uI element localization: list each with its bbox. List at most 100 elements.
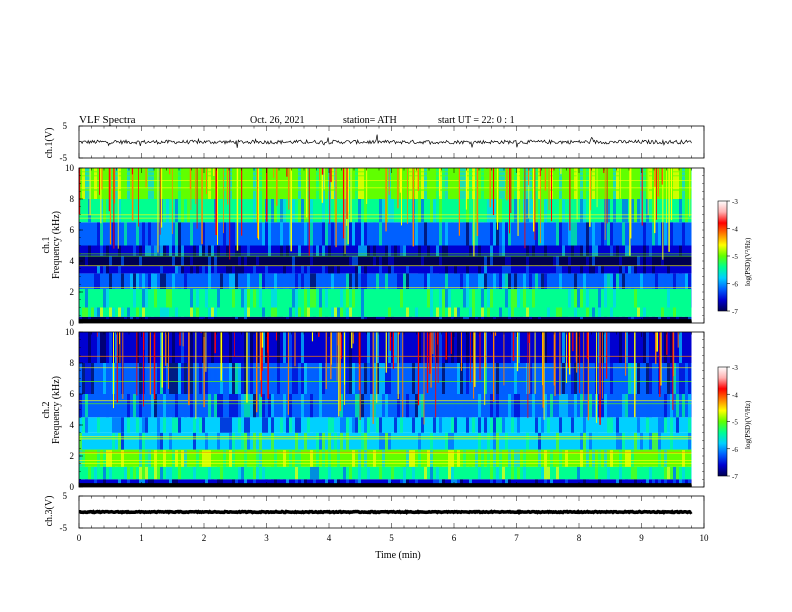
spectrogram-floor	[79, 319, 692, 323]
spectrogram-cell	[619, 332, 622, 363]
spectrogram-cell	[502, 245, 505, 257]
spectrogram-cell	[547, 245, 550, 257]
spectrogram-cell	[220, 256, 223, 266]
spectrogram-cell	[403, 449, 406, 467]
spectrogram-cell	[316, 449, 319, 467]
spectrogram-cell	[352, 363, 355, 394]
y-tick-label: -5	[60, 523, 68, 533]
spectrogram-cell	[403, 273, 406, 289]
spectrogram-cell	[406, 273, 409, 289]
spectrogram-cell	[379, 363, 382, 394]
spectrogram-cell	[421, 417, 424, 433]
spectrogram-cell	[307, 256, 310, 266]
spectrogram-cell	[163, 363, 166, 394]
spectrogram-cell	[388, 307, 391, 317]
spectrogram-cell	[175, 199, 178, 223]
x-tick-label: 9	[639, 533, 644, 543]
spectrogram-cell	[310, 168, 313, 199]
spectrogram-cell	[373, 363, 376, 394]
spectrogram-cell	[331, 417, 334, 433]
spectrogram-cell	[583, 288, 586, 308]
spectrogram-cell	[145, 288, 148, 308]
spectrogram-cell	[238, 265, 241, 274]
spectrogram-cell	[133, 245, 136, 257]
spectrogram-cell	[649, 245, 652, 257]
spectrogram-cell	[424, 466, 427, 480]
spectrogram-cell	[247, 363, 250, 394]
spectrogram-cell	[400, 245, 403, 257]
spectrogram-cell	[253, 288, 256, 308]
spectrogram-cell	[145, 265, 148, 274]
spectrogram-cell	[148, 245, 151, 257]
spectrogram-cell	[610, 288, 613, 308]
no-data-region	[691, 168, 704, 323]
spectrogram-cell	[403, 245, 406, 257]
spectrogram-cell	[493, 222, 496, 246]
spectrogram-cell	[322, 332, 325, 363]
spectrogram-cell	[304, 222, 307, 246]
spectrogram-cell	[442, 332, 445, 363]
spectrogram-cell	[628, 265, 631, 274]
spectrogram-cell	[85, 288, 88, 308]
spectrogram-cell	[406, 466, 409, 480]
spectrogram-cell	[514, 168, 517, 199]
spectrogram-cell	[388, 265, 391, 274]
spectrogram-cell	[298, 245, 301, 257]
spectrogram-cell	[586, 245, 589, 257]
spectrogram-cell	[475, 222, 478, 246]
spectrogram-cell	[82, 449, 85, 467]
spectrogram-cell	[688, 417, 691, 433]
spectrogram-cell	[304, 417, 307, 433]
spectrogram-cell	[172, 449, 175, 467]
spectrogram-cell	[244, 256, 247, 266]
spectrogram-cell	[517, 394, 520, 418]
spectrogram-cell	[370, 199, 373, 223]
spectrogram-cell	[421, 449, 424, 467]
spectrogram-cell	[490, 265, 493, 274]
spectrogram-cell	[592, 245, 595, 257]
spectrogram-cell	[664, 417, 667, 433]
spectrogram-cell	[454, 307, 457, 317]
spectrogram-cell	[619, 432, 622, 450]
spectrogram-cell	[340, 394, 343, 418]
spectrogram-cell	[160, 432, 163, 450]
spectrogram-cell	[181, 245, 184, 257]
colorbar-label-1: log(PSD)(V²/Hz)	[744, 237, 752, 286]
spectrogram-cell	[154, 273, 157, 289]
spectrogram-cell	[565, 288, 568, 308]
spectrogram-cell	[385, 273, 388, 289]
spectrogram-cell	[211, 245, 214, 257]
spectrogram-cell	[283, 332, 286, 363]
spectrogram-cell	[580, 199, 583, 223]
spectrogram-cell	[685, 332, 688, 363]
spectrogram-cell	[490, 222, 493, 246]
spectrogram-cell	[352, 222, 355, 246]
spectrogram-cell	[211, 307, 214, 317]
spectrogram-cell	[574, 432, 577, 450]
spectrogram-cell	[475, 449, 478, 467]
spectrogram-cell	[532, 394, 535, 418]
spectrogram-cell	[151, 168, 154, 199]
spectrogram-cell	[676, 199, 679, 223]
spectrogram-cell	[535, 432, 538, 450]
spectrogram-cell	[349, 245, 352, 257]
spectrogram-cell	[79, 466, 82, 480]
spectrogram-cell	[229, 288, 232, 308]
spectrogram-cell	[85, 394, 88, 418]
spectrogram-cell	[274, 199, 277, 223]
spectrogram-cell	[634, 363, 637, 394]
spectrogram-cell	[403, 199, 406, 223]
spectrogram-cell	[124, 222, 127, 246]
spectrogram-cell	[412, 363, 415, 394]
spectrogram-cell	[622, 265, 625, 274]
spectrogram-cell	[469, 394, 472, 418]
spectrogram-cell	[616, 256, 619, 266]
spectrogram-cell	[583, 417, 586, 433]
spectrogram-cell	[331, 273, 334, 289]
spectrogram-cell	[142, 273, 145, 289]
spectrogram-cell	[235, 394, 238, 418]
spectrogram-cell	[349, 307, 352, 317]
spectrogram-cell	[238, 466, 241, 480]
spectrogram-cell	[607, 394, 610, 418]
spectrogram-cell	[457, 307, 460, 317]
